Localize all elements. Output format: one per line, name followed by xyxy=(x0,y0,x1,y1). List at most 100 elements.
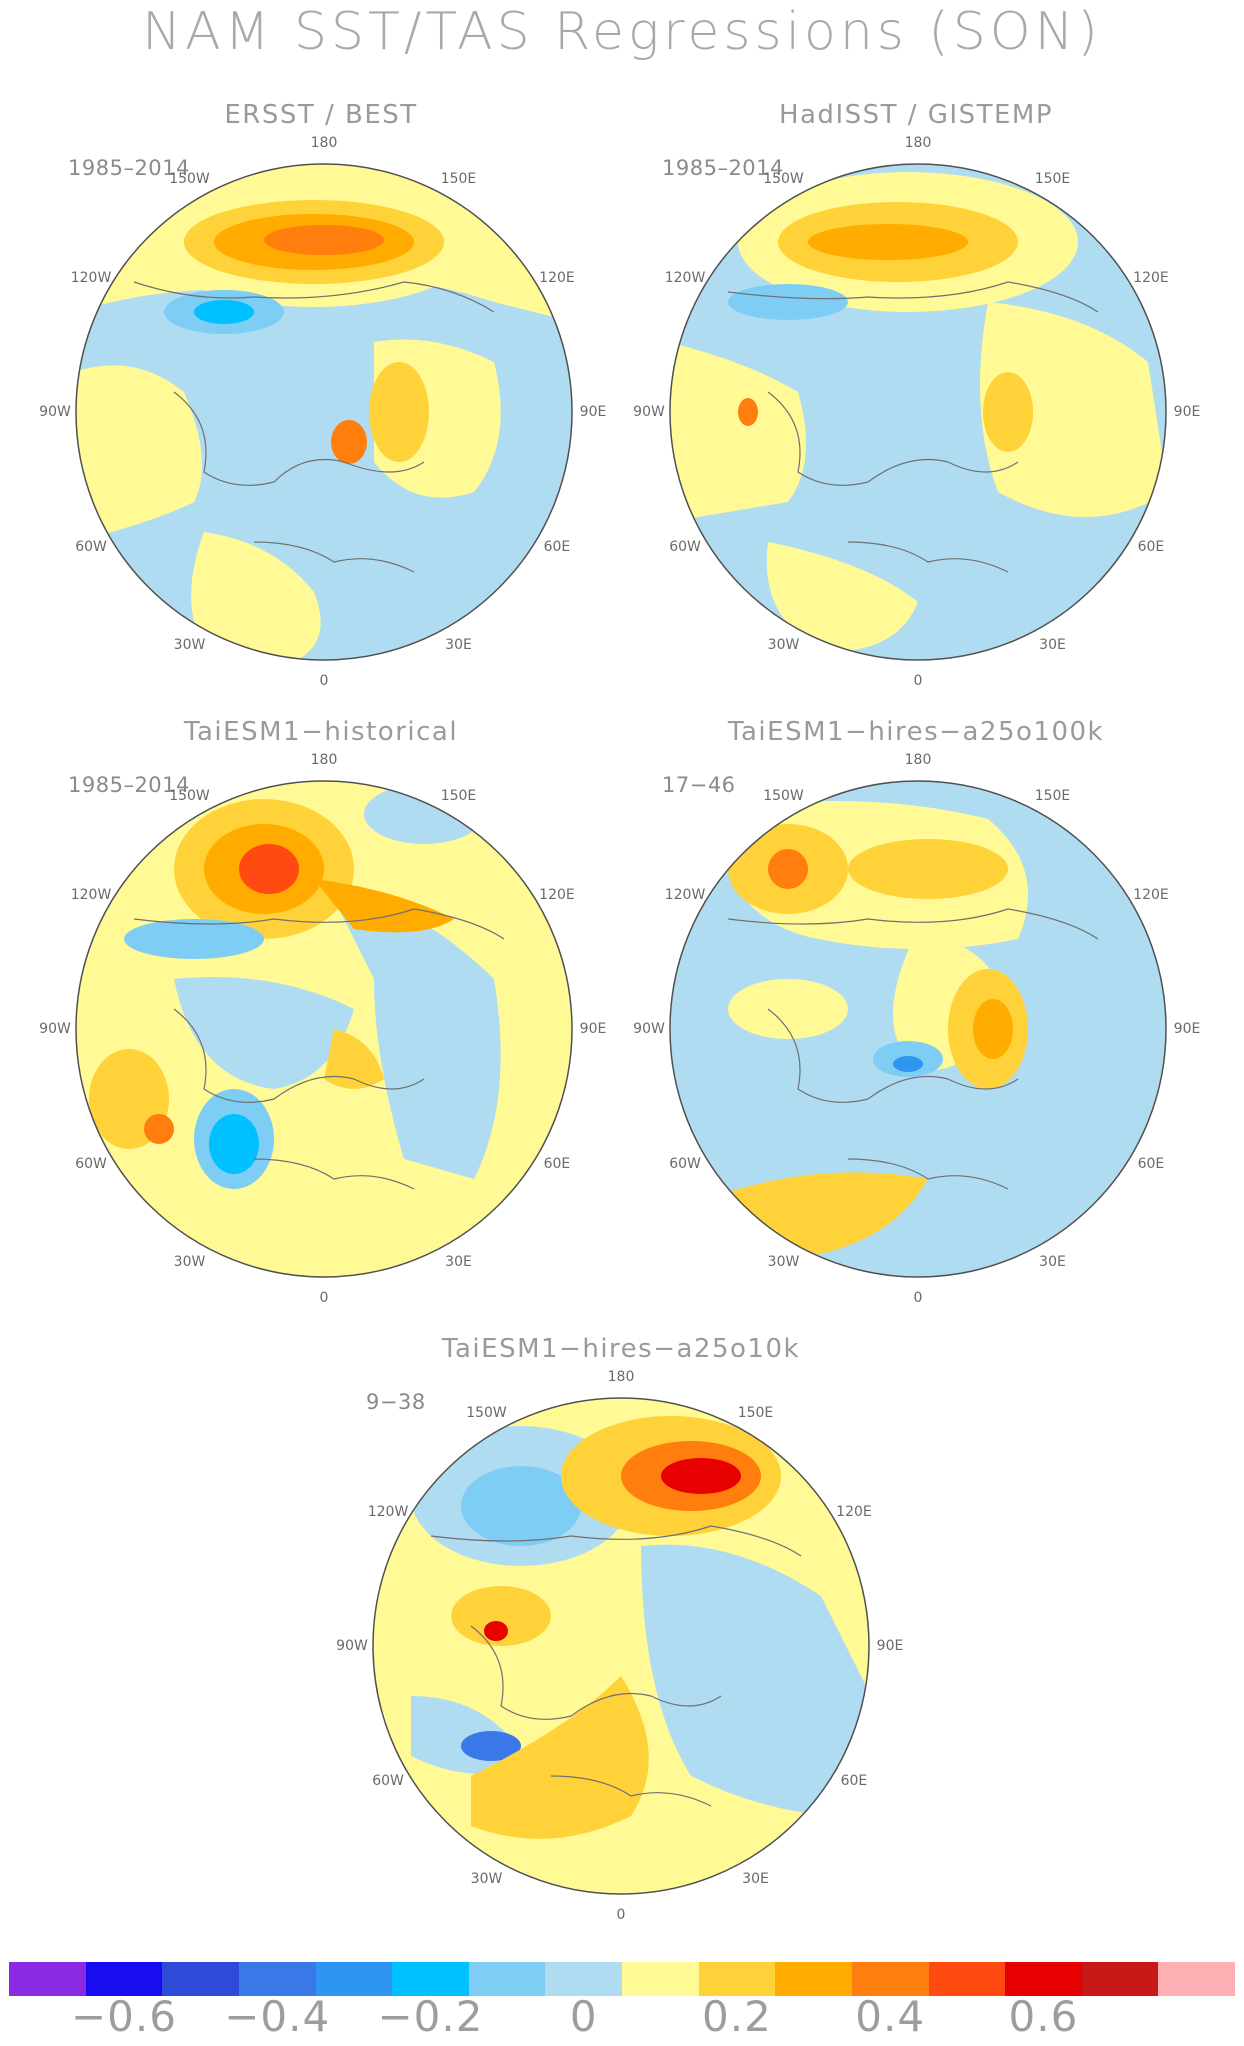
panel-period-4: 17−46 xyxy=(662,773,736,797)
lon-label-lower_right: 60E xyxy=(543,538,571,555)
colorbar-cell xyxy=(162,1962,239,1996)
lon-label-top_right: 150E xyxy=(440,171,477,188)
lon-label-left: 90W xyxy=(336,1638,368,1654)
figure-title: NAM SST/TAS Regressions (SON) xyxy=(142,2,1102,62)
lon-label-upper_right: 120E xyxy=(1133,269,1169,286)
lon-label-right: 90E xyxy=(876,1638,904,1654)
lon-label-upper_left: 120W xyxy=(664,269,706,286)
lon-label-left: 90W xyxy=(39,404,71,420)
lon-label-bottom: 0 xyxy=(913,673,923,689)
panel-title-3: TaiESM1−historical xyxy=(183,717,459,747)
lon-label-right: 90E xyxy=(1173,1021,1201,1037)
colorbar-cell xyxy=(545,1962,622,1996)
lon-label-lower_right: 60E xyxy=(543,1155,571,1172)
colorbar-tick-label: −0.6 xyxy=(70,1992,177,2041)
lon-label-left: 90W xyxy=(633,1021,665,1037)
lon-label-lower_right: 60E xyxy=(1137,538,1165,555)
lon-label-top_right: 150E xyxy=(1034,171,1071,188)
lon-label-upper_right: 120E xyxy=(1133,886,1169,903)
lon-label-top_left: 150W xyxy=(763,788,804,805)
panel-period-3: 1985–2014 xyxy=(68,773,190,797)
lon-label-right: 90E xyxy=(579,1021,607,1037)
lon-label-top_right: 150E xyxy=(440,788,477,805)
lon-label-lower_right: 60E xyxy=(1137,1155,1165,1172)
lon-label-bottom_left: 30W xyxy=(173,1253,206,1270)
colorbar-cell xyxy=(698,1962,776,1996)
lon-label-bottom_right: 30E xyxy=(445,636,472,653)
lon-label-upper_left: 120W xyxy=(70,886,112,903)
colorbar-cell xyxy=(85,1962,163,1996)
lon-label-bottom_right: 30E xyxy=(1039,1253,1066,1270)
lon-label-lower_left: 60W xyxy=(75,538,107,555)
lon-label-lower_left: 60W xyxy=(75,1155,107,1172)
lon-label-lower_left: 60W xyxy=(372,1772,404,1789)
lon-label-top_left: 150W xyxy=(763,171,804,188)
lon-label-bottom_left: 30W xyxy=(173,636,206,653)
lon-label-top_left: 150W xyxy=(169,788,210,805)
colorbar xyxy=(9,1962,1235,1996)
colorbar-tick-label: 0.4 xyxy=(855,1992,926,2041)
lon-label-top: 180 xyxy=(310,135,338,151)
lon-label-bottom_left: 30W xyxy=(470,1870,503,1887)
lon-label-bottom_right: 30E xyxy=(445,1253,472,1270)
lon-label-bottom_left: 30W xyxy=(767,636,800,653)
colorbar-cell xyxy=(1158,1962,1235,1996)
lon-label-lower_left: 60W xyxy=(669,538,701,555)
polar-map-2 xyxy=(669,163,1167,661)
lon-label-upper_right: 120E xyxy=(539,269,575,286)
lon-label-bottom_right: 30E xyxy=(742,1870,769,1887)
panel-title-2: HadISST / GISTEMP xyxy=(778,100,1054,130)
lon-label-lower_right: 60E xyxy=(840,1772,868,1789)
colorbar-tick-label: 0.6 xyxy=(1008,1992,1079,2041)
colorbar-cell xyxy=(1005,1962,1082,1996)
colorbar-cell xyxy=(775,1962,852,1996)
lon-label-right: 90E xyxy=(579,404,607,420)
lon-label-upper_left: 120W xyxy=(70,269,112,286)
colorbar-cell xyxy=(9,1962,86,1996)
panel-title-4: TaiESM1−hires−a25o100k xyxy=(727,717,1105,747)
lon-label-right: 90E xyxy=(1173,404,1201,420)
lon-label-left: 90W xyxy=(633,404,665,420)
panel-period-1: 1985–2014 xyxy=(68,156,190,180)
lon-label-left: 90W xyxy=(39,1021,71,1037)
lon-label-top_left: 150W xyxy=(169,171,210,188)
lon-label-upper_right: 120E xyxy=(539,886,575,903)
lon-label-bottom: 0 xyxy=(913,1290,923,1306)
lon-label-upper_left: 120W xyxy=(367,1503,409,1520)
panel-title-5: TaiESM1−hires−a25o10k xyxy=(441,1334,801,1364)
colorbar-tick-label: −0.4 xyxy=(224,1992,331,2041)
lon-label-bottom_left: 30W xyxy=(767,1253,800,1270)
colorbar-cell xyxy=(1081,1962,1159,1996)
lon-label-top_right: 150E xyxy=(1034,788,1071,805)
lon-label-bottom: 0 xyxy=(319,673,329,689)
colorbar-cell xyxy=(468,1962,546,1996)
colorbar-cell xyxy=(851,1962,929,1996)
colorbar-tick-label: −0.2 xyxy=(377,1992,484,2041)
lon-label-lower_left: 60W xyxy=(669,1155,701,1172)
colorbar-cell xyxy=(928,1962,1006,1996)
lon-label-top_left: 150W xyxy=(466,1405,507,1422)
colorbar-cell xyxy=(392,1962,469,1996)
lon-label-top_right: 150E xyxy=(737,1405,774,1422)
panel-period-2: 1985–2014 xyxy=(662,156,784,180)
panel-period-5: 9−38 xyxy=(366,1390,426,1414)
lon-label-top: 180 xyxy=(310,752,338,768)
lon-label-bottom: 0 xyxy=(616,1907,626,1923)
lon-label-top: 180 xyxy=(607,1369,635,1385)
polar-map-5 xyxy=(372,1397,870,1895)
lon-label-bottom: 0 xyxy=(319,1290,329,1306)
colorbar-cell xyxy=(238,1962,316,1996)
colorbar-tick-label: 0.2 xyxy=(702,1992,772,2041)
panel-title-1: ERSST / BEST xyxy=(224,100,418,130)
lon-label-upper_left: 120W xyxy=(664,886,706,903)
polar-map-1 xyxy=(75,163,573,661)
colorbar-cell xyxy=(622,1962,699,1996)
polar-map-4 xyxy=(669,780,1167,1278)
colorbar-cell xyxy=(315,1962,393,1996)
colorbar-tick-label: 0 xyxy=(569,1992,598,2041)
lon-label-top: 180 xyxy=(904,135,932,151)
lon-label-upper_right: 120E xyxy=(836,1503,872,1520)
lon-label-bottom_right: 30E xyxy=(1039,636,1066,653)
polar-map-3 xyxy=(75,780,573,1278)
lon-label-top: 180 xyxy=(904,752,932,768)
